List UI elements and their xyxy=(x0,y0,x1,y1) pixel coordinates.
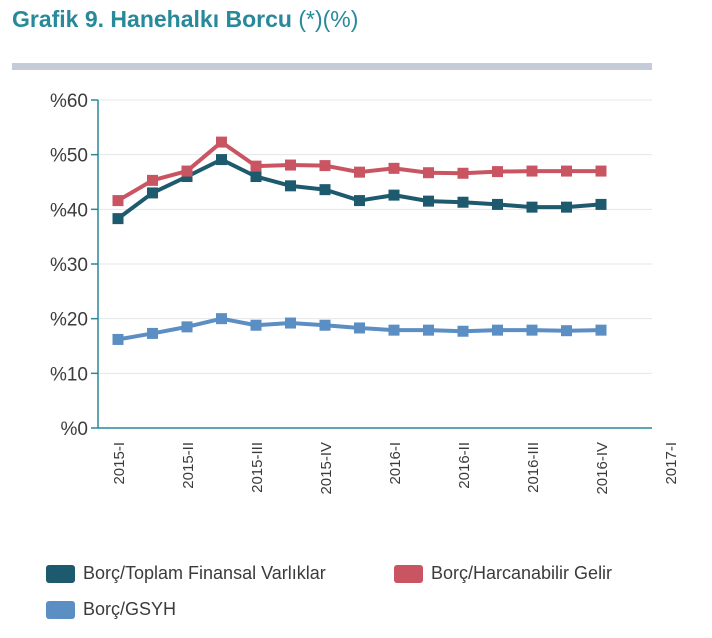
x-tick-label: 2015-IV xyxy=(318,442,335,495)
data-point xyxy=(147,187,158,199)
data-point xyxy=(423,195,434,207)
data-point xyxy=(285,317,296,329)
x-tick-label: 2016-III xyxy=(525,442,542,493)
data-point xyxy=(388,189,400,201)
data-point xyxy=(526,165,538,177)
y-tick-label: %40 xyxy=(50,200,88,221)
data-point xyxy=(423,167,434,179)
data-point xyxy=(216,154,227,166)
chart-title-main: Grafik 9. Hanehalkı Borcu xyxy=(12,6,292,32)
data-point xyxy=(216,136,227,148)
data-point xyxy=(285,180,296,192)
data-point xyxy=(181,165,193,177)
data-point xyxy=(595,198,607,210)
data-point xyxy=(388,162,400,174)
x-tick-label: 2016-I xyxy=(387,442,404,485)
data-point xyxy=(457,325,469,337)
data-point xyxy=(354,195,365,207)
data-point xyxy=(388,324,400,336)
data-point xyxy=(250,319,262,331)
data-point xyxy=(561,201,572,213)
data-point xyxy=(354,166,365,178)
legend-label: Borç/GSYH xyxy=(83,599,177,619)
y-tick-label: %50 xyxy=(50,146,88,167)
legend-swatch xyxy=(394,564,423,583)
data-point xyxy=(561,165,572,177)
chart-title: Grafik 9. Hanehalkı Borcu (*)(%) xyxy=(12,6,358,33)
data-point xyxy=(595,324,607,336)
chart-title-suffix: (*)(%) xyxy=(298,6,359,32)
data-point xyxy=(112,195,124,207)
legend-swatch xyxy=(46,600,75,619)
x-tick-label: 2015-III xyxy=(249,442,266,493)
data-point xyxy=(492,166,503,178)
data-point xyxy=(112,213,124,225)
data-point xyxy=(526,201,538,213)
title-divider xyxy=(12,63,652,70)
legend-label: Borç/Harcanabilir Gelir xyxy=(431,563,613,583)
data-point xyxy=(147,174,158,186)
legend-item-borc-harcanabilir-gelir: Borç/Harcanabilir Gelir xyxy=(394,563,612,584)
data-point xyxy=(457,167,469,179)
legend-item-borc-gsyh: Borç/GSYH xyxy=(46,599,176,620)
data-point xyxy=(319,319,331,331)
data-point xyxy=(285,159,296,171)
data-point xyxy=(216,313,227,325)
y-tick-label: %60 xyxy=(50,91,88,112)
data-point xyxy=(319,160,331,172)
data-point xyxy=(181,321,193,333)
data-point xyxy=(492,198,503,210)
legend-label: Borç/Toplam Finansal Varlıklar xyxy=(83,563,326,583)
data-point xyxy=(595,165,607,177)
x-tick-label: 2016-II xyxy=(456,442,473,489)
y-tick-label: %0 xyxy=(61,419,88,440)
data-point xyxy=(526,324,538,336)
x-tick-label: 2017-I xyxy=(663,442,680,485)
data-point xyxy=(423,324,434,336)
data-point xyxy=(492,324,503,336)
data-point xyxy=(561,325,572,337)
legend-swatch xyxy=(46,564,75,583)
legend-item-borc-toplam-finansal-varliklar: Borç/Toplam Finansal Varlıklar xyxy=(46,563,326,584)
data-point xyxy=(457,196,469,208)
data-point xyxy=(354,322,365,334)
data-point xyxy=(250,171,262,183)
data-point xyxy=(147,327,158,339)
data-point xyxy=(250,160,262,172)
x-tick-label: 2015-I xyxy=(111,442,128,485)
y-tick-label: %20 xyxy=(50,310,88,331)
x-tick-label: 2015-II xyxy=(180,442,197,489)
data-point xyxy=(112,333,124,345)
data-point xyxy=(319,184,331,196)
y-tick-label: %10 xyxy=(50,364,88,385)
y-tick-label: %30 xyxy=(50,255,88,276)
x-tick-label: 2016-IV xyxy=(594,442,611,495)
